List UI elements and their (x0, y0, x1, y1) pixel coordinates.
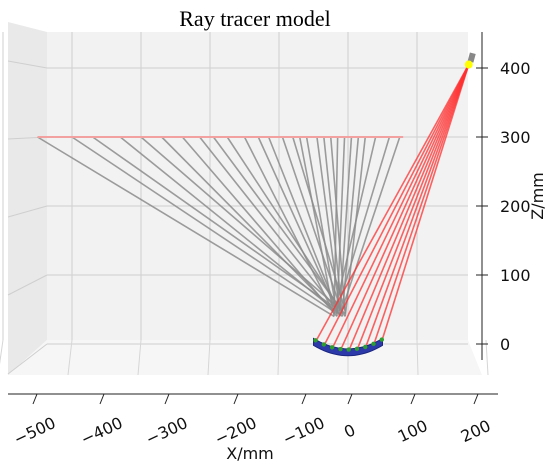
x-axis-ticks: −500 −400 −300 −200 −100 0 100 200 (11, 393, 494, 449)
x-tick-label: 0 (341, 420, 358, 442)
mirror-point (338, 346, 343, 352)
reflected-ray (243, 136, 335, 315)
z-tick-label: 400 (500, 59, 531, 78)
mirror-point (354, 346, 360, 352)
floor-pane (8, 340, 482, 375)
reflected-ray (212, 136, 344, 312)
grid-floor (137, 339, 142, 376)
reflected-ray (37, 136, 335, 318)
axes-panes (8, 22, 482, 375)
x-tick-mark (301, 393, 307, 405)
x-tick-mark (32, 393, 38, 405)
x-tick-label: −100 (280, 413, 328, 449)
mirror-point (363, 344, 368, 350)
incident-ray (372, 64, 470, 346)
grid-floor (0, 339, 4, 365)
incident-ray (347, 64, 470, 352)
z-axis-label: Z/mm (528, 172, 547, 220)
incident-rays (314, 64, 470, 352)
incident-ray (356, 64, 470, 351)
incident-ray (364, 64, 470, 349)
source-point (464, 60, 473, 69)
reflected-ray (329, 136, 347, 314)
reflected-ray (336, 136, 346, 317)
reflected-ray (161, 136, 335, 312)
x-tick-mark (164, 393, 170, 405)
grid-floor (207, 339, 211, 376)
reflected-ray (336, 136, 391, 312)
incident-ray (381, 64, 470, 342)
x-tick-label: 200 (458, 416, 494, 446)
x-tick-mark (99, 393, 105, 405)
x-axis-label: X/mm (226, 444, 274, 463)
reflected-ray (199, 136, 341, 315)
reflected-ray (298, 136, 335, 317)
mirror (313, 337, 385, 357)
mirror-point (346, 347, 351, 352)
reflected-ray (119, 136, 343, 318)
reflected-ray (257, 136, 338, 312)
x-tick-mark (473, 393, 479, 405)
x-tick-label: −500 (11, 413, 59, 449)
reflected-ray (316, 136, 341, 311)
z-tick-label: 300 (500, 128, 531, 147)
chart-title: Ray tracer model (179, 6, 331, 31)
source-body (467, 52, 476, 63)
grid-floor (416, 339, 419, 376)
grid-floor (485, 339, 489, 376)
incident-ray (339, 64, 470, 351)
z-axis-ticks: 0 100 200 300 400 (476, 59, 531, 354)
incident-ray (323, 64, 470, 347)
reflected-ray (140, 136, 346, 315)
z-tick-label: 100 (500, 266, 531, 285)
incident-ray (331, 64, 470, 350)
mirror-point (321, 342, 327, 347)
grid-left (7, 274, 48, 296)
x-tick-label: 100 (395, 416, 431, 446)
x-tick-mark (410, 393, 416, 405)
reflected-rays (37, 136, 401, 318)
x-tick-label: −400 (78, 413, 126, 449)
incident-ray (314, 64, 470, 343)
reflected-ray (305, 136, 338, 314)
reflected-ray (181, 136, 338, 317)
grid-floor (67, 339, 73, 376)
reflected-ray (333, 136, 339, 311)
reflected-ray (338, 136, 401, 317)
z-tick-label: 200 (500, 197, 531, 216)
z-tick-label: 0 (500, 335, 510, 354)
x-tick-label: −300 (143, 413, 191, 449)
grid-left (7, 205, 48, 218)
reflected-ray (323, 136, 344, 317)
grid-floor (277, 339, 280, 376)
reflected-ray (71, 136, 338, 315)
grid-left (7, 60, 48, 69)
mirror-surface (313, 337, 383, 357)
mirror-point (329, 345, 335, 350)
reflected-ray (333, 136, 377, 314)
x-tick-mark (347, 393, 353, 405)
back-pane (47, 32, 468, 340)
x-tick-mark (233, 393, 239, 405)
mirror-point (379, 337, 385, 342)
mirror-point (313, 338, 318, 343)
mirror-point (371, 341, 376, 347)
grid-left (7, 343, 48, 375)
light-source (464, 52, 476, 69)
left-pane (8, 22, 47, 375)
